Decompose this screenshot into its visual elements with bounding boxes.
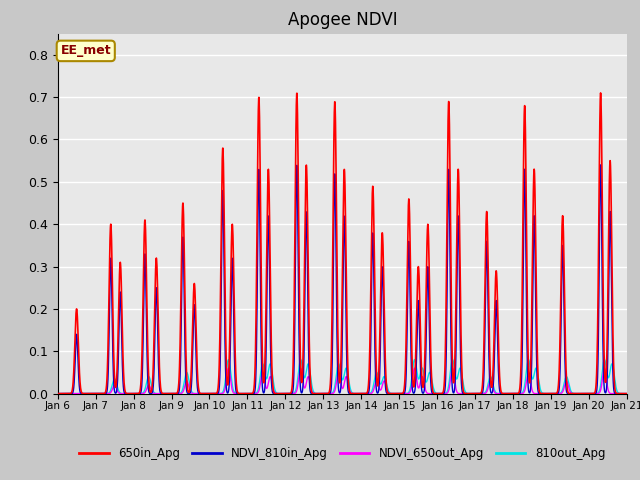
Legend: 650in_Apg, NDVI_810in_Apg, NDVI_650out_Apg, 810out_Apg: 650in_Apg, NDVI_810in_Apg, NDVI_650out_A… bbox=[75, 443, 610, 465]
Text: EE_met: EE_met bbox=[60, 44, 111, 58]
Title: Apogee NDVI: Apogee NDVI bbox=[287, 11, 397, 29]
